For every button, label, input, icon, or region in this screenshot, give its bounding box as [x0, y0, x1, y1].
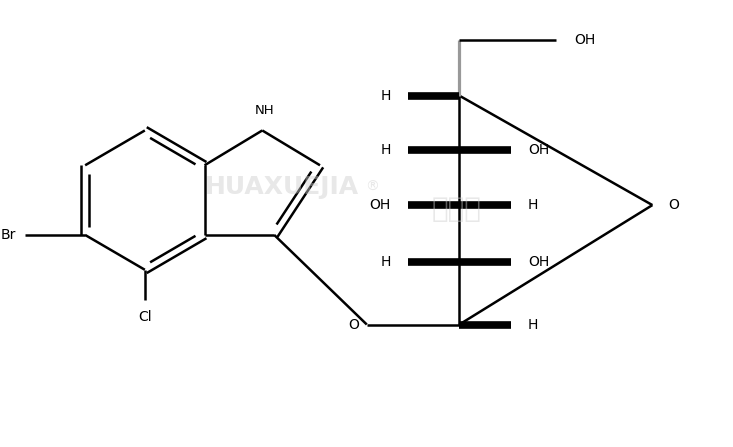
Text: H: H — [380, 255, 391, 269]
Text: 华学加: 华学加 — [432, 195, 482, 223]
Text: H: H — [380, 143, 391, 157]
Text: OH: OH — [528, 143, 549, 157]
Text: OH: OH — [574, 33, 595, 47]
Text: H: H — [528, 198, 538, 212]
Text: H: H — [528, 317, 538, 332]
Text: Cl: Cl — [138, 310, 152, 324]
Text: H: H — [380, 89, 391, 103]
Text: ®: ® — [365, 180, 379, 194]
Text: O: O — [348, 317, 359, 332]
Text: OH: OH — [528, 255, 549, 269]
Text: HUAXUEJIA: HUAXUEJIA — [205, 175, 359, 199]
Text: OH: OH — [369, 198, 391, 212]
Text: NH: NH — [254, 104, 274, 117]
Text: Br: Br — [1, 228, 16, 242]
Text: O: O — [668, 198, 679, 212]
